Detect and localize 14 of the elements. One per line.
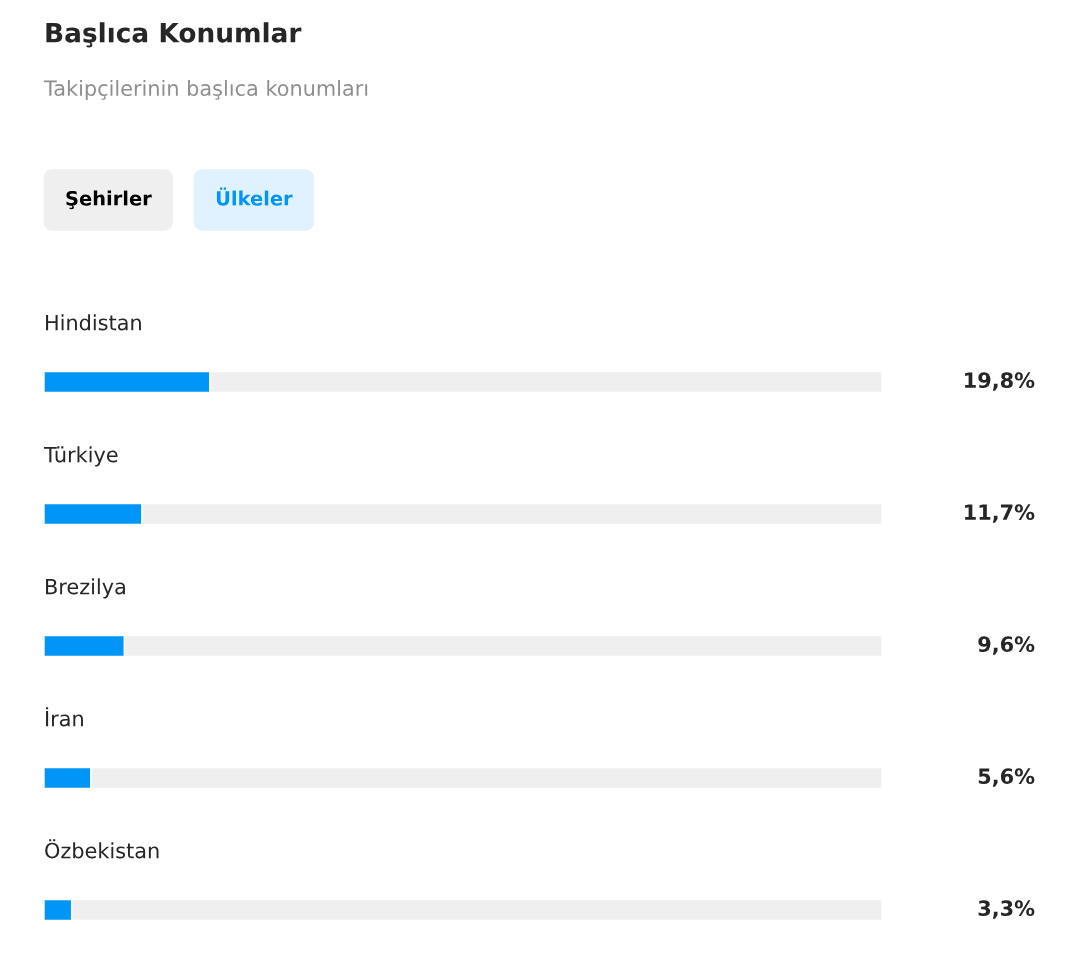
y-tick-label: Brezilya [46,578,125,599]
data-label: 5,6% [978,768,1035,787]
data-label: 9,6% [978,636,1035,655]
data-label: 19,8% [965,372,1035,391]
y-tick-label: Türkiye [43,446,118,467]
chart-title: Başlıca Konumlar [46,22,302,48]
data-label: 11,7% [965,504,1035,523]
text: Şehirler [66,190,152,210]
y-tick-label: Hindistan [46,314,141,331]
chart-subtitle: Takipçilerinin başlıca konumları [43,79,368,101]
data-label: 3,3% [978,900,1035,919]
y-tick-label: Özbekistan [45,839,159,859]
text: Ülkeler [216,187,293,206]
y-tick-label: İran [46,707,83,727]
